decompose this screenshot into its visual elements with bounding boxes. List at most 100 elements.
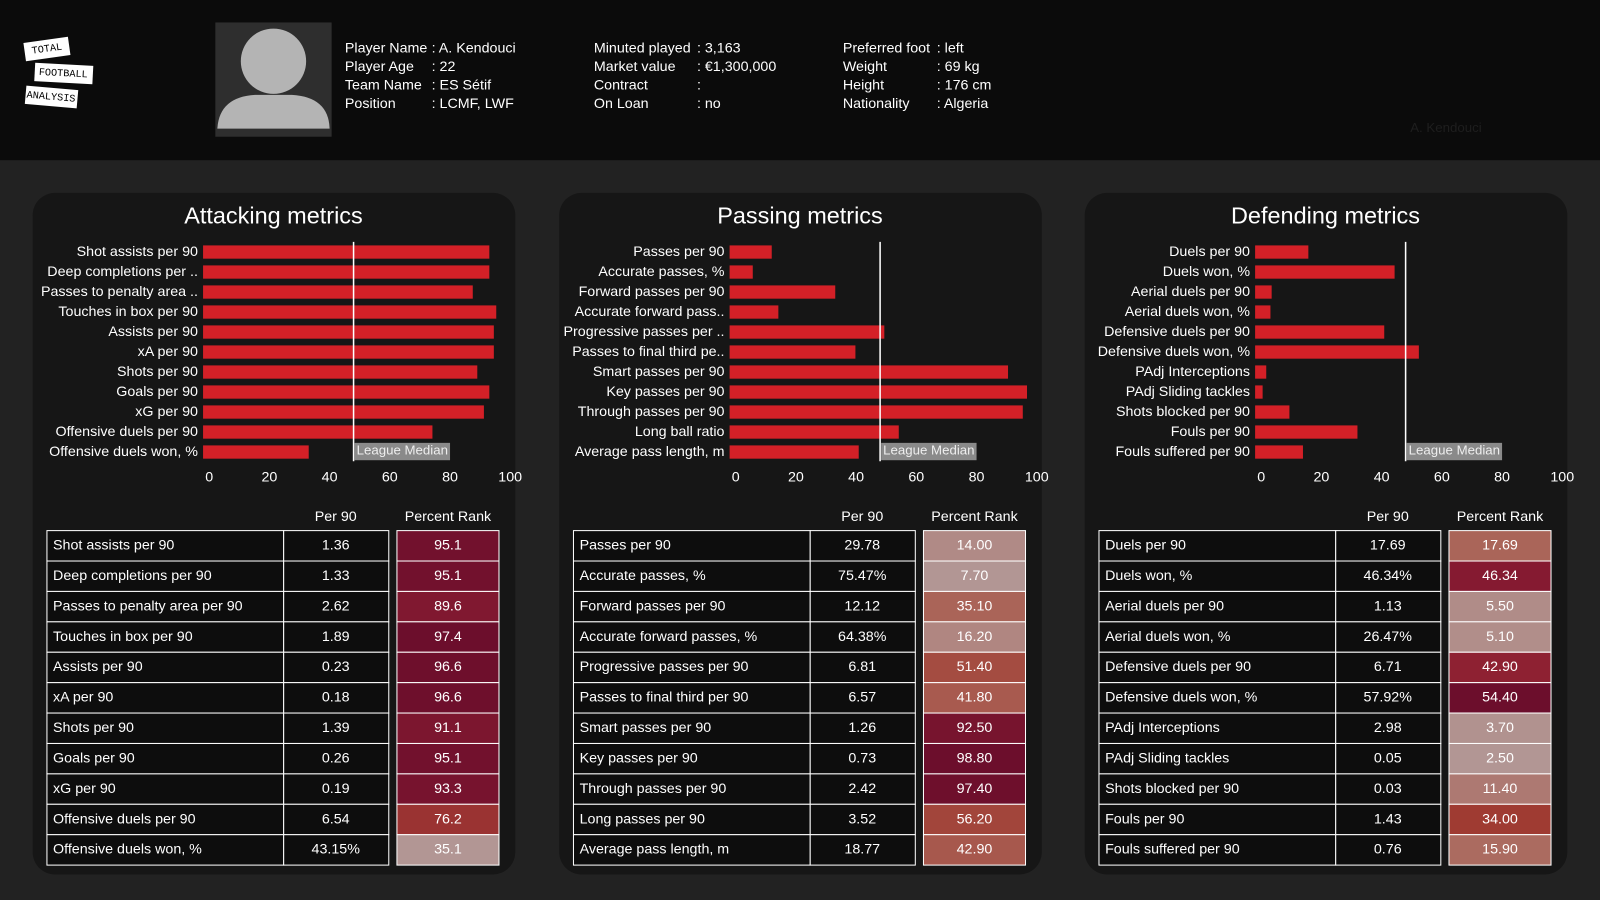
per90-value: 29.78 (844, 538, 880, 554)
metric-name: xG per 90 (53, 781, 116, 797)
category-label: Smart passes per 90 (593, 364, 725, 380)
rank-value: 96.6 (434, 690, 462, 706)
logo-text: TOTAL (31, 43, 63, 58)
rank-cell (1448, 621, 1552, 653)
table-cell (1098, 803, 1337, 836)
metric-name: Deep completions per 90 (53, 568, 212, 584)
table-cell (1098, 682, 1337, 714)
field-label: Weight (843, 59, 887, 75)
table-cell (283, 742, 390, 775)
per90-value: 6.81 (848, 659, 876, 675)
category-label: Touches in box per 90 (58, 304, 198, 320)
category-label: Average pass length, m (575, 444, 725, 460)
rank-cell (922, 834, 1027, 866)
field-label: Preferred foot (843, 41, 930, 57)
field-value: : Algeria (937, 96, 989, 112)
bar (203, 245, 490, 259)
field-label: On Loan (594, 96, 649, 112)
rank-value: 46.34 (1482, 568, 1518, 584)
field-label: Player Name (345, 41, 428, 57)
category-label: Deep completions per .. (47, 264, 198, 280)
rank-cell (396, 590, 500, 623)
avatar-body (217, 94, 330, 129)
field-label: Player Age (345, 59, 414, 75)
field-value: : 3,163 (697, 41, 741, 57)
rank-value: 76.2 (434, 811, 462, 827)
bar (729, 245, 772, 259)
per90-value: 0.18 (322, 690, 350, 706)
per90-value: 64.38% (838, 629, 887, 645)
metric-name: Duels won, % (1105, 568, 1193, 584)
per90-value: 0.26 (322, 750, 350, 766)
category-label: Aerial duels per 90 (1131, 284, 1250, 300)
per90-value: 0.19 (322, 781, 350, 797)
rank-value: 7.70 (961, 568, 989, 584)
rank-cell (1448, 682, 1552, 714)
category-label: Duels per 90 (1169, 244, 1250, 260)
rank-value: 5.10 (1486, 629, 1514, 645)
metric-name: Shot assists per 90 (53, 538, 174, 554)
category-label: Duels won, % (1163, 264, 1251, 280)
column-header: Percent Rank (405, 509, 492, 525)
per90-value: 1.39 (322, 720, 350, 736)
bar (1255, 305, 1271, 319)
metric-name: xA per 90 (53, 690, 113, 706)
median-label: League Median (883, 443, 974, 458)
per90-value: 12.12 (844, 598, 880, 614)
category-label: Shot assists per 90 (77, 244, 198, 260)
bar (203, 405, 484, 419)
rank-value: 92.50 (957, 720, 993, 736)
metric-name: Offensive duels per 90 (53, 811, 196, 827)
metric-name: Shots per 90 (53, 720, 134, 736)
field-value: : (697, 77, 701, 93)
metric-name: PAdj Interceptions (1105, 720, 1220, 736)
category-label: Passes to penalty area .. (41, 284, 198, 300)
rank-cell (922, 530, 1027, 562)
field-value: : A. Kendouci (432, 41, 516, 57)
table-cell (283, 803, 390, 836)
x-tick-label: 80 (1494, 469, 1510, 485)
rank-cell (922, 560, 1027, 592)
field-label: Minuted played (594, 41, 691, 57)
median-label: League Median (1409, 443, 1500, 458)
category-label: Passes per 90 (633, 244, 724, 260)
per90-value: 1.89 (322, 629, 350, 645)
metric-name: Aerial duels per 90 (1105, 598, 1224, 614)
field-value: : 176 cm (937, 77, 992, 93)
rank-value: 93.3 (434, 781, 462, 797)
metric-name: Defensive duels per 90 (1105, 659, 1251, 675)
rank-value: 51.40 (957, 659, 993, 675)
rank-cell (1448, 651, 1552, 684)
logo-box (23, 36, 71, 62)
x-tick-label: 80 (969, 469, 985, 485)
per90-value: 2.98 (1374, 720, 1402, 736)
table-cell (809, 621, 916, 653)
rank-value: 98.80 (957, 750, 993, 766)
bar (1255, 245, 1309, 259)
bar (729, 365, 1009, 379)
table-cell (46, 530, 285, 562)
metric-name: Smart passes per 90 (580, 720, 712, 736)
table-cell (1335, 742, 1442, 775)
per90-value: 6.54 (322, 811, 350, 827)
per90-value: 2.42 (848, 781, 876, 797)
per90-value: 2.62 (322, 598, 350, 614)
column-header: Percent Rank (1457, 509, 1544, 525)
per90-value: 0.05 (1374, 750, 1402, 766)
metric-name: Key passes per 90 (580, 750, 698, 766)
per90-value: 57.92% (1364, 690, 1413, 706)
category-label: Passes to final third pe.. (572, 344, 724, 360)
category-label: Forward passes per 90 (579, 284, 725, 300)
bar (729, 305, 779, 319)
category-label: xA per 90 (138, 344, 198, 360)
column-header: Per 90 (1367, 509, 1409, 525)
table-cell (572, 834, 811, 866)
bar (203, 365, 478, 379)
per90-value: 26.47% (1364, 629, 1413, 645)
logo-box (24, 85, 79, 109)
per90-value: 0.03 (1374, 781, 1402, 797)
per90-value: 6.57 (848, 690, 876, 706)
rank-value: 35.1 (434, 842, 462, 858)
field-label: Position (345, 96, 396, 112)
bar (729, 265, 753, 279)
